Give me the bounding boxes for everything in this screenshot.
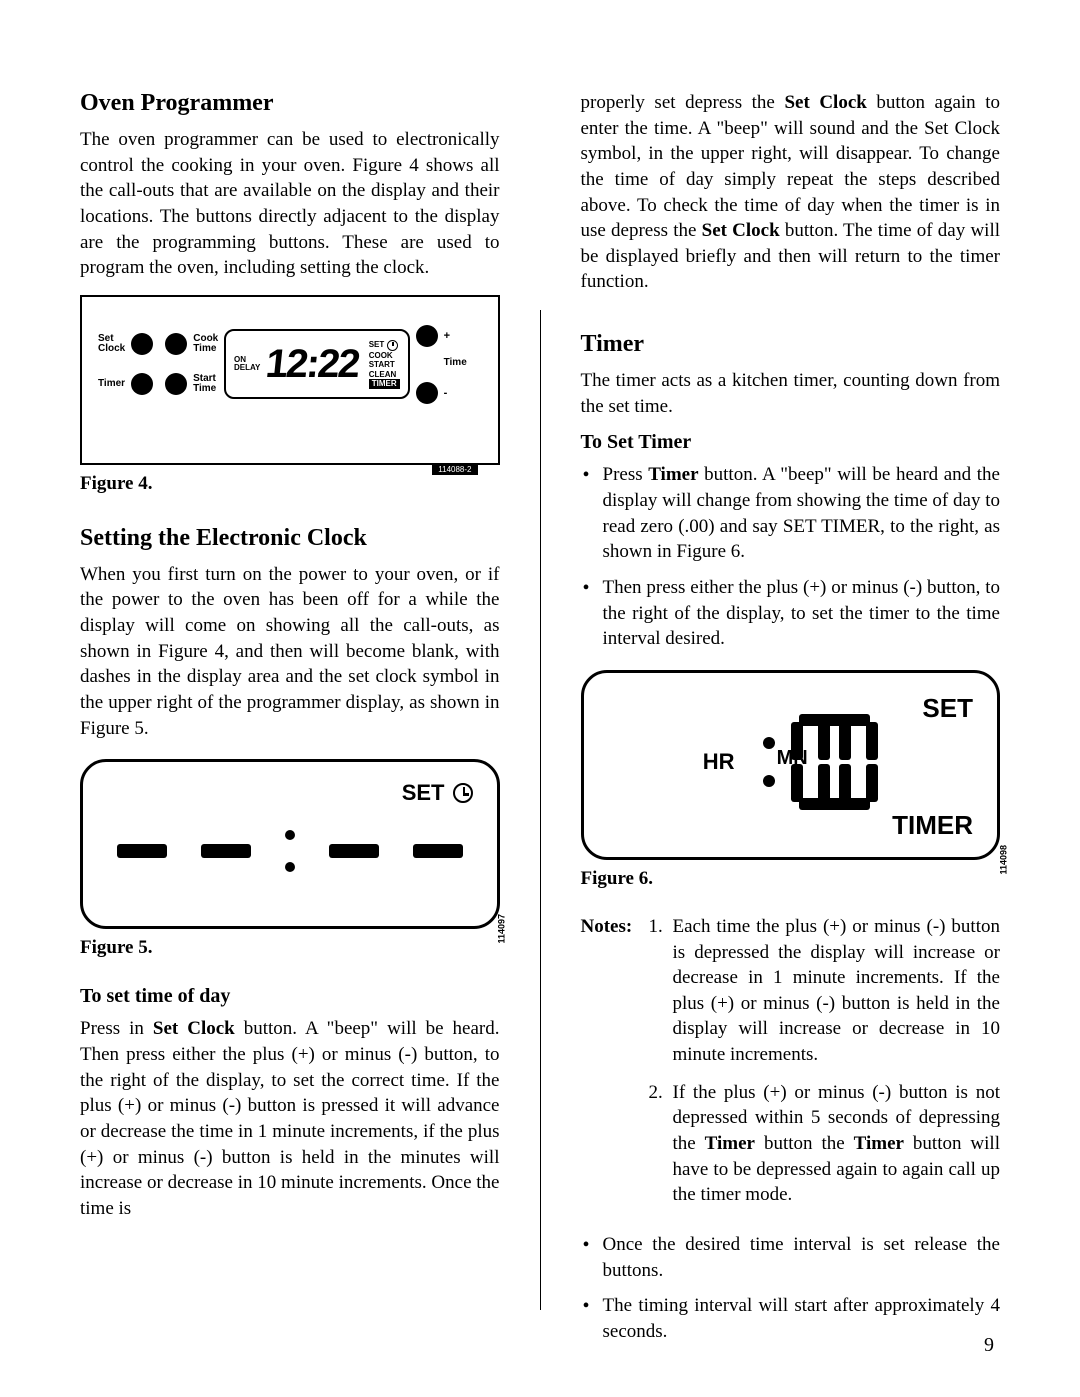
- fig4-lcd-display: ON DELAY 12:22 SET COOK START CLEAN TIME…: [224, 329, 410, 399]
- figure-4-caption: Figure 4.: [80, 473, 500, 495]
- fig4-label-start-time: Start Time: [193, 374, 218, 395]
- fig4-button-timer[interactable]: [131, 373, 153, 395]
- fig4-label-on-delay: ON DELAY: [234, 356, 260, 374]
- page-number: 9: [984, 1334, 994, 1357]
- fig4-tag: 114088-2: [432, 464, 477, 475]
- fig6-label-mn: MN: [777, 747, 808, 770]
- fig4-button-minus[interactable]: [416, 382, 438, 404]
- list-item: Then press either the plus (+) or minus …: [581, 575, 1001, 652]
- figure-5-panel: SET 114097: [80, 759, 500, 929]
- note-text: Each time the plus (+) or minus (-) butt…: [673, 914, 1001, 1068]
- fig4-label-set-clock: Set Clock: [98, 334, 125, 355]
- right-column: properly set depress the Set Clock butto…: [581, 90, 1001, 1310]
- fig5-dash: [201, 844, 251, 858]
- two-column-layout: Oven Programmer The oven programmer can …: [80, 90, 1000, 1310]
- fig6-digit-0: [818, 714, 878, 810]
- fig4-label-minus: -: [444, 387, 448, 399]
- note-item: 1. Each time the plus (+) or minus (-) b…: [649, 914, 1001, 1068]
- fig5-label-set: SET: [402, 780, 445, 806]
- fig5-colon: [285, 830, 295, 872]
- fig4-digits: 12:22: [264, 344, 361, 384]
- clock-icon: [453, 783, 473, 803]
- note-text: If the plus (+) or minus (-) button is n…: [673, 1080, 1001, 1208]
- fig4-label-plus: +: [444, 330, 450, 342]
- figure-4-panel: Set Clock Cook Time Timer Start Time ON …: [80, 295, 500, 465]
- list-item: The timing interval will start after app…: [581, 1293, 1001, 1344]
- heading-set-time-of-day: To set time of day: [80, 985, 500, 1008]
- fig4-button-set-clock[interactable]: [131, 333, 153, 355]
- left-column: Oven Programmer The oven programmer can …: [80, 90, 500, 1310]
- para-continued: properly set depress the Set Clock butto…: [581, 90, 1001, 295]
- figure-6-caption: Figure 6.: [581, 868, 1001, 890]
- heading-setting-clock: Setting the Electronic Clock: [80, 525, 500, 552]
- figure-6-panel: SET HR MN: [581, 670, 1001, 860]
- fig4-button-start-time[interactable]: [165, 373, 187, 395]
- fig4-label-cook: COOK: [369, 351, 400, 361]
- fig4-label-timer-blk: TIMER: [369, 379, 400, 389]
- set-timer-steps-cont: Once the desired time interval is set re…: [581, 1232, 1001, 1345]
- para-oven-programmer: The oven programmer can be used to elect…: [80, 127, 500, 281]
- fig4-label-cook-time: Cook Time: [193, 334, 218, 355]
- fig4-label-time: Time: [444, 357, 467, 368]
- fig4-button-cook-time[interactable]: [165, 333, 187, 355]
- set-timer-steps: Press Timer button. A "beep" will be hea…: [581, 462, 1001, 651]
- para-setting-clock: When you first turn on the power to your…: [80, 562, 500, 741]
- fig6-label-hr: HR: [703, 749, 735, 775]
- list-item: Press Timer button. A "beep" will be hea…: [581, 462, 1001, 565]
- fig5-dash: [329, 844, 379, 858]
- fig6-tag: 114098: [999, 845, 1009, 875]
- fig5-dash: [117, 844, 167, 858]
- fig4-label-start: START: [369, 360, 400, 370]
- para-timer: The timer acts as a kitchen timer, count…: [581, 368, 1001, 419]
- notes-label: Notes:: [581, 914, 649, 1220]
- fig4-label-set: SET: [369, 340, 385, 350]
- heading-oven-programmer: Oven Programmer: [80, 90, 500, 117]
- clock-icon: [387, 340, 398, 351]
- fig6-label-timer: TIMER: [608, 810, 974, 841]
- note-number: 1.: [649, 914, 673, 1068]
- fig4-label-clean: CLEAN: [369, 370, 400, 380]
- column-divider: [540, 310, 541, 1310]
- fig4-label-timer: Timer: [98, 379, 125, 390]
- fig5-tag: 114097: [497, 914, 507, 944]
- fig6-colon: [763, 737, 775, 787]
- heading-to-set-timer: To Set Timer: [581, 431, 1001, 454]
- figure-5-caption: Figure 5.: [80, 937, 500, 959]
- list-item: Once the desired time interval is set re…: [581, 1232, 1001, 1283]
- para-set-time-of-day: Press in Set Clock button. A "beep" will…: [80, 1016, 500, 1221]
- note-number: 2.: [649, 1080, 673, 1208]
- fig5-dash: [413, 844, 463, 858]
- notes-block: Notes: 1. Each time the plus (+) or minu…: [581, 914, 1001, 1220]
- note-item: 2. If the plus (+) or minus (-) button i…: [649, 1080, 1001, 1208]
- heading-timer: Timer: [581, 331, 1001, 358]
- fig4-button-plus[interactable]: [416, 325, 438, 347]
